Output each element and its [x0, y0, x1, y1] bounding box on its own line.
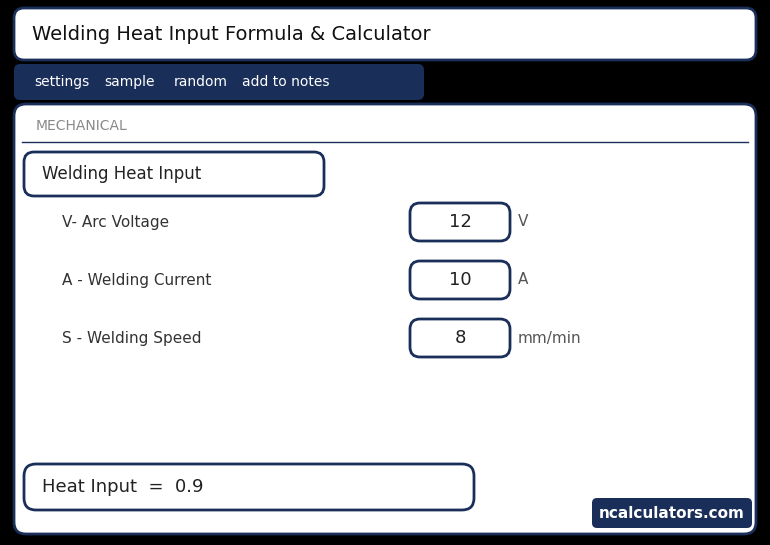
Text: Heat Input  =  0.9: Heat Input = 0.9	[42, 478, 203, 496]
Text: settings: settings	[34, 75, 89, 89]
FancyBboxPatch shape	[592, 498, 752, 528]
FancyBboxPatch shape	[14, 8, 756, 60]
Text: V: V	[518, 215, 528, 229]
Text: sample: sample	[104, 75, 155, 89]
Text: MECHANICAL: MECHANICAL	[36, 119, 128, 133]
Text: 10: 10	[449, 271, 471, 289]
Text: add to notes: add to notes	[242, 75, 330, 89]
Text: 12: 12	[449, 213, 471, 231]
Text: random: random	[174, 75, 228, 89]
FancyBboxPatch shape	[24, 464, 474, 510]
FancyBboxPatch shape	[14, 64, 424, 100]
Text: A: A	[518, 272, 528, 288]
FancyBboxPatch shape	[410, 319, 510, 357]
Text: 8: 8	[454, 329, 466, 347]
Text: ncalculators.com: ncalculators.com	[599, 506, 745, 520]
FancyBboxPatch shape	[24, 152, 324, 196]
FancyBboxPatch shape	[14, 104, 756, 534]
Text: V- Arc Voltage: V- Arc Voltage	[62, 215, 169, 229]
FancyBboxPatch shape	[410, 203, 510, 241]
FancyBboxPatch shape	[410, 261, 510, 299]
Text: Welding Heat Input: Welding Heat Input	[42, 165, 201, 183]
Text: mm/min: mm/min	[518, 330, 581, 346]
Text: A - Welding Current: A - Welding Current	[62, 272, 212, 288]
Text: Welding Heat Input Formula & Calculator: Welding Heat Input Formula & Calculator	[32, 25, 430, 44]
Text: S - Welding Speed: S - Welding Speed	[62, 330, 202, 346]
